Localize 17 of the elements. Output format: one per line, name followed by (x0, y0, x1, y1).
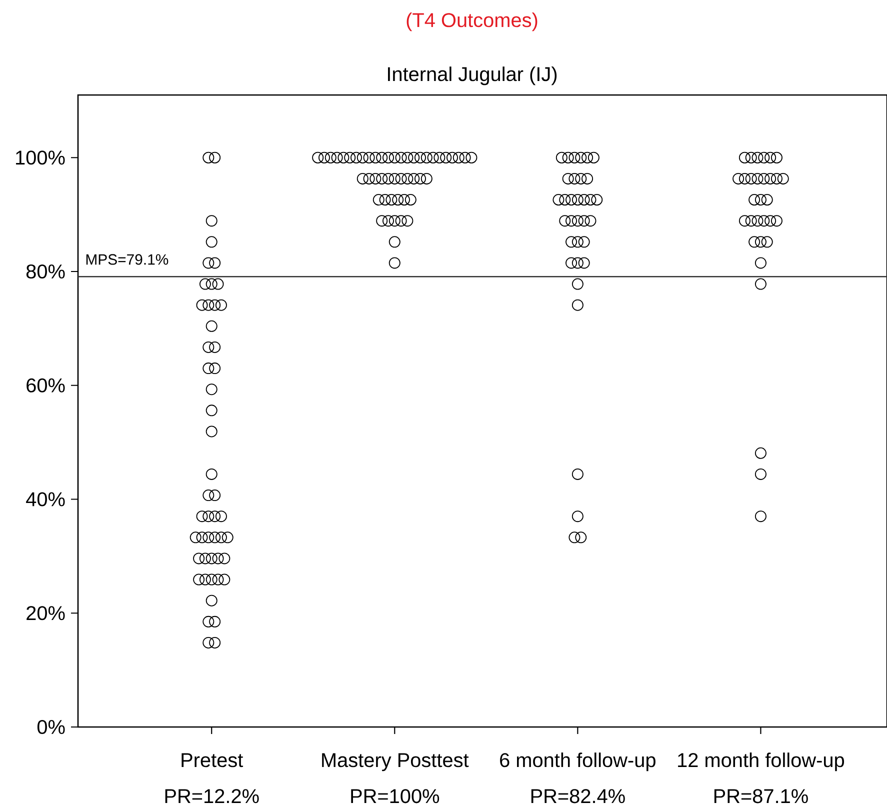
x-tick-label: Mastery Posttest (322, 753, 469, 772)
text: PR=100% (351, 789, 440, 804)
chart-title: (T4 Outcomes) (406, 12, 538, 32)
y-tick-label: 100% (16, 150, 65, 165)
text: PR=82.4% (531, 789, 625, 804)
x-tick-label: 6 month follow-up (500, 752, 656, 772)
text: PR=87.1% (714, 789, 808, 804)
ref-line-label: MPS=79.1% (86, 254, 168, 265)
text: PR=12.2% (165, 789, 259, 804)
x-tick-label: 12 month follow-up (678, 752, 844, 772)
y-tick-label: 0% (37, 720, 65, 734)
y-tick-label: 80% (26, 264, 65, 279)
y-tick-label: 40% (26, 492, 65, 506)
y-tick-label: 20% (26, 606, 65, 620)
x-tick-label: Pretest (182, 753, 244, 768)
y-tick-label: 60% (26, 378, 65, 392)
chart-subtitle: Internal Jugular (IJ) (388, 66, 557, 86)
